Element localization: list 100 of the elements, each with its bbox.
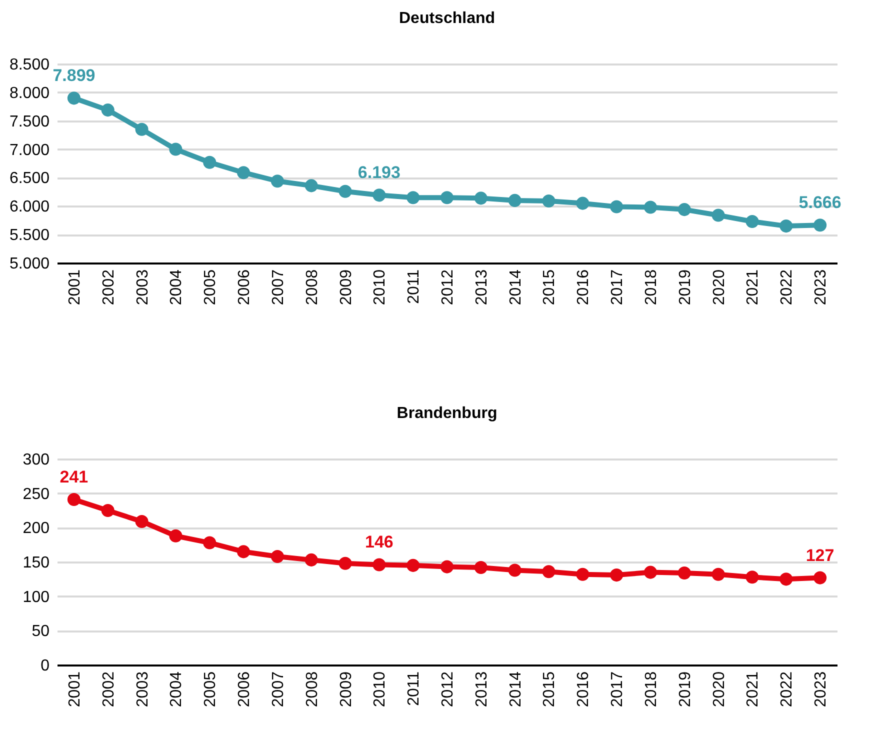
x-tick-label: 2016 xyxy=(575,671,592,708)
point xyxy=(237,545,250,558)
x-tick-label: 2018 xyxy=(642,269,660,306)
point xyxy=(780,572,793,586)
y-tick-label: 50 xyxy=(32,623,50,640)
point xyxy=(304,553,318,566)
y-tick-label: 6.000 xyxy=(9,198,50,216)
point xyxy=(610,568,624,582)
x-tick-label: 2012 xyxy=(440,269,456,306)
x-tick-label: 2022 xyxy=(778,671,796,708)
x-tick-label: 2017 xyxy=(609,671,626,708)
x-tick-label: 2002 xyxy=(100,671,118,708)
x-tick-label: 2020 xyxy=(710,671,728,708)
point xyxy=(678,203,691,216)
y-tick-label: 100 xyxy=(22,588,50,606)
point xyxy=(712,568,725,581)
x-tick-label: 2007 xyxy=(270,269,287,306)
x-tick-label: 2018 xyxy=(642,671,660,708)
point xyxy=(203,156,216,169)
x-tick-label: 2016 xyxy=(575,269,592,306)
data-label: 6.193 xyxy=(358,163,400,182)
data-label: 5.666 xyxy=(798,193,842,212)
y-tick-label: 300 xyxy=(22,452,50,468)
y-tick-label: 7.500 xyxy=(9,113,50,130)
x-tick-label: 2009 xyxy=(338,671,355,708)
x-tick-label: 2004 xyxy=(168,269,186,306)
x-tick-label: 2008 xyxy=(304,671,321,708)
point xyxy=(508,564,522,577)
point xyxy=(678,566,691,580)
x-tick-label: 2009 xyxy=(338,269,355,306)
point xyxy=(406,558,420,572)
y-tick-label: 6.500 xyxy=(9,170,50,188)
point xyxy=(644,200,657,214)
y-tick-label: 5.000 xyxy=(9,256,50,272)
point xyxy=(304,179,318,192)
x-tick-label: 2010 xyxy=(372,269,389,306)
point xyxy=(746,214,759,228)
point xyxy=(576,196,590,210)
point xyxy=(406,191,420,204)
x-tick-label: 2014 xyxy=(507,671,524,708)
y-tick-label: 200 xyxy=(22,520,50,538)
x-tick-label: 2019 xyxy=(676,269,694,306)
x-tick-label: 2017 xyxy=(609,269,626,306)
data-label: 7.899 xyxy=(52,66,96,86)
x-tick-label: 2004 xyxy=(168,671,186,708)
x-tick-label: 2007 xyxy=(270,671,287,708)
data-label: 241 xyxy=(60,468,88,487)
point xyxy=(135,122,148,136)
x-tick-label: 2001 xyxy=(66,269,84,306)
point xyxy=(576,568,590,581)
y-tick-label: 250 xyxy=(22,486,50,503)
x-tick-label: 2006 xyxy=(236,671,254,708)
data-label: 146 xyxy=(364,532,394,552)
y-tick-label: 8.000 xyxy=(9,84,50,102)
x-tick-label: 2022 xyxy=(778,269,796,306)
point xyxy=(270,174,284,188)
y-tick-label: 5.500 xyxy=(9,227,50,244)
x-tick-label: 2005 xyxy=(202,269,220,306)
y-tick-label: 0 xyxy=(40,658,50,674)
x-tick-label: 2019 xyxy=(676,671,694,708)
x-tick-label: 2021 xyxy=(744,671,762,708)
x-tick-label: 2001 xyxy=(66,671,84,708)
point xyxy=(814,571,827,584)
point xyxy=(712,208,725,222)
point xyxy=(440,560,454,574)
point xyxy=(542,194,556,208)
point xyxy=(67,493,80,506)
data-label: 127 xyxy=(806,546,834,565)
point xyxy=(338,556,352,570)
x-tick-label: 2020 xyxy=(710,269,728,306)
point xyxy=(508,194,522,207)
x-tick-label: 2023 xyxy=(812,269,830,306)
point xyxy=(644,566,657,579)
chart-title: Brandenburg xyxy=(396,405,498,422)
point xyxy=(135,514,148,528)
y-tick-label: 7.000 xyxy=(9,142,50,159)
x-tick-label: 2015 xyxy=(541,269,558,306)
x-tick-label: 2015 xyxy=(541,671,558,708)
point xyxy=(237,166,250,180)
point xyxy=(101,104,114,117)
point xyxy=(67,92,80,105)
point xyxy=(203,536,216,550)
point xyxy=(372,558,386,572)
point xyxy=(814,218,827,232)
point xyxy=(338,184,352,198)
x-tick-label: 2014 xyxy=(507,269,524,306)
chart-title: Deutschland xyxy=(398,10,496,27)
point xyxy=(440,191,454,204)
x-tick-label: 2005 xyxy=(202,671,220,708)
x-tick-label: 2023 xyxy=(812,671,830,708)
x-tick-label: 2010 xyxy=(372,671,389,708)
point xyxy=(542,565,556,578)
point xyxy=(474,192,488,205)
x-tick-label: 2011 xyxy=(406,269,423,304)
point xyxy=(780,220,793,233)
point xyxy=(474,560,488,574)
point xyxy=(746,570,759,584)
x-tick-label: 2003 xyxy=(134,269,152,306)
point xyxy=(610,200,624,214)
y-tick-label: 150 xyxy=(22,554,50,572)
